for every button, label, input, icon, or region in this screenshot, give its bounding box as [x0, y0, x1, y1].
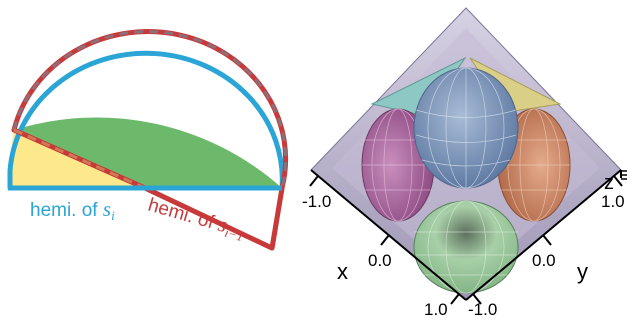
z-axis-ticks: [621, 170, 627, 180]
x-tick-neg1: -1.0: [302, 192, 331, 211]
y-axis-label: y: [577, 259, 588, 284]
y-tick-0: 0.0: [532, 251, 556, 270]
label-hemi-si: hemi. of si: [30, 197, 115, 223]
y-tick-1: 1.0: [601, 192, 625, 211]
overlap-dash-arc: [12, 30, 288, 189]
blue-cone-grid: [415, 67, 517, 189]
hemisphere-si-outline: [7, 50, 285, 191]
green-cone: [413, 200, 519, 294]
x-tick-0: 0.0: [368, 251, 392, 270]
x-axis-label: x: [337, 259, 348, 284]
y-axis-ticks: [472, 175, 623, 305]
pink-cone-grid: [362, 108, 434, 222]
green-region: [14, 117, 282, 188]
x-axis-ticks: [309, 175, 460, 305]
hemisphere-diagram: hemi. of si hemi. of si−1: [7, 29, 289, 251]
z-axis-label: z: [604, 172, 614, 194]
x-tick-1: 1.0: [424, 300, 448, 319]
y-tick-neg1: -1.0: [468, 300, 497, 319]
cone-plot-3d: -1.0 0.0 1.0 x -1.0 0.0 1.0 y z: [302, 7, 627, 319]
overlap-dash-chord: [13, 128, 146, 190]
